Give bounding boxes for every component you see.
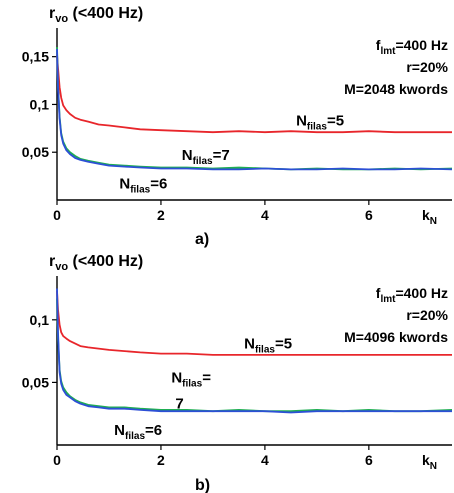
x-tick-label: 0 [53, 207, 61, 223]
parameter-annotation: M=2048 kwords [344, 81, 448, 97]
parameter-annotation: M=4096 kwords [344, 329, 448, 345]
x-tick-label: 4 [261, 452, 269, 468]
panel-caption: a) [195, 231, 209, 248]
chart-panel-b: 0,05 0,1 0 2 4 6 rvo (<400 Hz) kN flmt=400 Hz r=2… [22, 253, 453, 493]
series-label-3: Nfilas=6 [114, 422, 162, 442]
chart-panel-a: 0,05 0,1 0,15 0 2 4 6 rvo (<400 Hz) kN flmt=400 H… [22, 5, 453, 248]
y-tick-label: 0,05 [22, 144, 49, 160]
x-axis-label: kN [422, 452, 437, 472]
series-label-2: Nfilas=7 [182, 147, 230, 167]
series-line-1 [56, 290, 452, 356]
y-axis-label: rvo (<400 Hz) [49, 5, 143, 25]
series-label-1: Nfilas=5 [296, 112, 344, 132]
panel-caption: b) [195, 477, 210, 493]
x-tick-label: 4 [261, 207, 269, 223]
x-tick-label: 2 [157, 452, 165, 468]
parameter-annotation: r=20% [406, 307, 448, 323]
series-label-3: Nfilas=6 [119, 176, 167, 196]
y-tick-label: 0,05 [22, 374, 49, 390]
parameter-annotation: flmt=400 Hz [376, 37, 448, 57]
series-line-2 [56, 47, 453, 171]
x-axis-label: kN [422, 207, 437, 227]
y-axis-label: rvo (<400 Hz) [49, 253, 143, 273]
x-tick-label: 0 [53, 452, 61, 468]
series-label-1: Nfilas=5 [244, 336, 292, 356]
y-tick-label: 0,1 [30, 312, 50, 328]
x-tick-label: 6 [365, 452, 373, 468]
series-label-2-continued: 7 [175, 395, 183, 412]
parameter-annotation: r=20% [406, 59, 448, 75]
parameter-annotation: flmt=400 Hz [376, 285, 448, 305]
y-tick-label: 0,15 [22, 49, 49, 65]
series-line-3 [56, 288, 452, 414]
series-line-1 [56, 54, 452, 134]
series-line-3 [56, 48, 453, 171]
x-tick-label: 2 [157, 207, 165, 223]
x-tick-label: 6 [365, 207, 373, 223]
y-tick-label: 0,1 [30, 96, 50, 112]
series-label-2: Nfilas= [171, 369, 211, 389]
